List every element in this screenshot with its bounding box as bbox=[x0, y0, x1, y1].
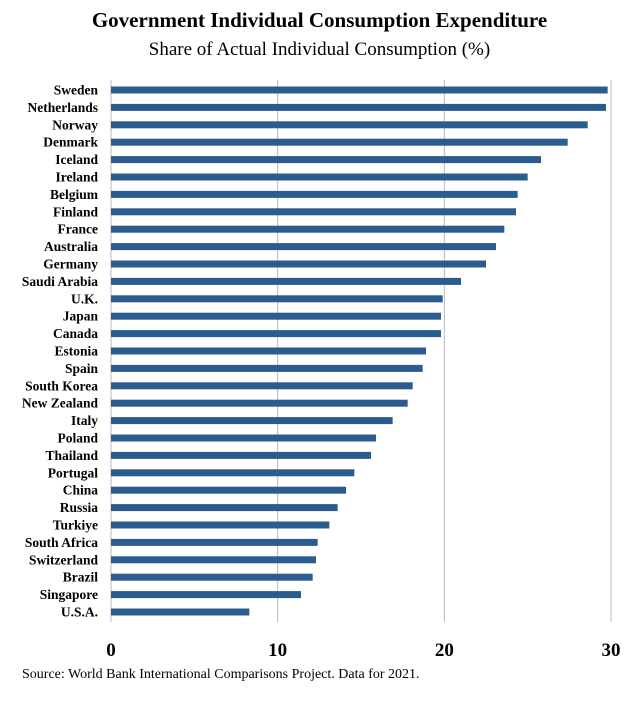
category-label: Japan bbox=[63, 309, 99, 324]
bar bbox=[111, 504, 338, 512]
bar bbox=[111, 486, 346, 494]
bar bbox=[111, 330, 441, 338]
chart-title: Government Individual Consumption Expend… bbox=[91, 8, 548, 32]
bar bbox=[111, 225, 505, 233]
bar bbox=[111, 469, 355, 477]
category-labels: Sweden Netherlands Norway Denmark Iceland Ire… bbox=[22, 83, 99, 620]
category-label: Italy bbox=[71, 413, 98, 428]
category-label: South Africa bbox=[25, 535, 98, 550]
category-label: Turkiye bbox=[53, 518, 98, 533]
bar bbox=[111, 260, 486, 268]
category-label: France bbox=[58, 222, 98, 237]
bar bbox=[111, 156, 541, 164]
bar bbox=[111, 538, 318, 546]
category-label: Australia bbox=[44, 239, 98, 254]
category-label: Belgium bbox=[50, 187, 99, 202]
category-label: Saudi Arabia bbox=[22, 274, 98, 289]
bar bbox=[111, 138, 568, 146]
bar bbox=[111, 347, 426, 355]
bar bbox=[111, 312, 441, 320]
bar bbox=[111, 121, 588, 129]
category-label: Estonia bbox=[54, 344, 98, 359]
bar bbox=[111, 190, 518, 198]
bar bbox=[111, 521, 330, 529]
source-note: Source: World Bank International Compari… bbox=[22, 667, 420, 682]
category-label: Spain bbox=[65, 361, 99, 376]
bar bbox=[111, 295, 443, 303]
category-label: Canada bbox=[53, 326, 98, 341]
category-label: China bbox=[63, 483, 99, 498]
bar bbox=[111, 382, 413, 390]
bar bbox=[111, 573, 313, 581]
bars bbox=[111, 86, 608, 616]
category-label: South Korea bbox=[25, 378, 98, 393]
x-tick-label: 10 bbox=[268, 640, 287, 661]
category-label: Netherlands bbox=[28, 100, 99, 115]
bar bbox=[111, 103, 606, 111]
category-label: Sweden bbox=[54, 83, 99, 98]
category-label: New Zealand bbox=[22, 396, 99, 411]
bar bbox=[111, 277, 461, 285]
bar bbox=[111, 591, 301, 599]
category-label: U.K. bbox=[71, 291, 98, 306]
category-label: Thailand bbox=[45, 448, 98, 463]
category-label: Denmark bbox=[43, 135, 98, 150]
category-label: Finland bbox=[53, 204, 99, 219]
category-label: Brazil bbox=[63, 570, 98, 585]
bar bbox=[111, 434, 376, 442]
x-tick-label: 20 bbox=[435, 640, 454, 661]
bar bbox=[111, 556, 316, 564]
category-label: Singapore bbox=[40, 587, 98, 602]
category-label: Norway bbox=[52, 117, 98, 132]
category-label: Iceland bbox=[55, 152, 98, 167]
category-label: Ireland bbox=[55, 170, 98, 185]
x-tick-label: 0 bbox=[106, 640, 116, 661]
bar bbox=[111, 451, 371, 459]
bar bbox=[111, 243, 496, 251]
x-tick-label: 30 bbox=[602, 640, 621, 661]
bar bbox=[111, 417, 393, 425]
category-label: Germany bbox=[43, 257, 98, 272]
chart-subtitle: Share of Actual Individual Consumption (… bbox=[148, 39, 491, 60]
category-label: Switzerland bbox=[29, 552, 98, 567]
bar bbox=[111, 364, 423, 372]
category-label: Portugal bbox=[48, 465, 98, 480]
bar bbox=[111, 173, 528, 181]
bar bbox=[111, 399, 408, 407]
category-label: U.S.A. bbox=[61, 605, 98, 620]
category-label: Russia bbox=[60, 500, 99, 515]
category-label: Poland bbox=[57, 431, 98, 446]
bar bbox=[111, 86, 608, 94]
x-tick-labels: 0 10 20 30 bbox=[106, 640, 620, 661]
bar bbox=[111, 208, 516, 216]
bar bbox=[111, 608, 250, 616]
